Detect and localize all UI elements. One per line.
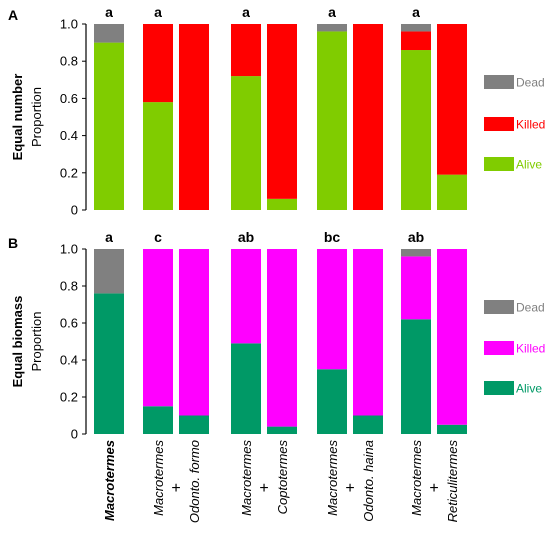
bar-segment-killed: [231, 24, 261, 77]
bar-segment-killed: [143, 24, 173, 103]
bar-segment-killed: [179, 249, 209, 416]
y-tick-label: 0.4: [60, 353, 78, 368]
x-category-label: Macrotermes: [239, 440, 254, 516]
legend-swatch-killed: [484, 117, 514, 131]
bar-segment-alive: [317, 369, 347, 434]
legend-label-killed: Killed: [516, 118, 545, 132]
bar-segment-killed: [401, 31, 431, 51]
y-tick-label: 1.0: [60, 17, 78, 32]
bar-segment-alive: [401, 319, 431, 434]
bar-segment-alive: [179, 415, 209, 434]
bar-segment-dead: [401, 24, 431, 32]
bar-segment-alive: [231, 76, 261, 210]
y-tick-label: 0.8: [60, 54, 78, 69]
bar-segment-killed: [353, 24, 383, 210]
y-tick-label: 0.4: [60, 128, 78, 143]
y-tick-label: 0.6: [60, 91, 78, 106]
bar-segment-alive: [437, 174, 467, 210]
bar-segment-killed: [231, 249, 261, 344]
bar-segment-alive: [94, 42, 124, 210]
x-category-label: Coptotermes: [275, 440, 290, 515]
legend-swatch-dead: [484, 75, 514, 89]
y-axis-label-a: Proportion: [29, 87, 44, 147]
bar-segment-alive: [267, 198, 297, 210]
y-tick-label: 0: [71, 427, 78, 442]
y-tick-label: 0.2: [60, 390, 78, 405]
legend-swatch-killed: [484, 341, 514, 355]
bar-segment-killed: [143, 249, 173, 407]
bar-segment-alive: [143, 102, 173, 210]
significance-letter: ab: [238, 229, 254, 245]
y-tick-label: 0.2: [60, 165, 78, 180]
bar-segment-alive: [143, 406, 173, 434]
legend-label-dead: Dead: [516, 301, 545, 315]
bar-segment-dead: [94, 249, 124, 294]
legend-swatch-dead: [484, 300, 514, 314]
bar-segment-killed: [401, 256, 431, 320]
y-tick-label: 1.0: [60, 242, 78, 257]
x-category-label: Odonto. haina: [361, 440, 376, 522]
bar-segment-alive: [401, 50, 431, 210]
bar-segment-killed: [267, 249, 297, 427]
x-category-label: Macrotermes: [151, 440, 166, 516]
x-category-label: Reticulitermes: [445, 440, 460, 523]
significance-letter: a: [328, 4, 336, 20]
panel-label-a: A: [8, 7, 18, 23]
plus-sign: +: [259, 480, 268, 497]
legend-label-dead: Dead: [516, 76, 545, 90]
x-category-label: Macrotermes: [102, 440, 117, 521]
y-tick-label: 0.8: [60, 279, 78, 294]
bar-segment-dead: [401, 249, 431, 257]
bar-segment-killed: [437, 24, 467, 175]
bar-segment-killed: [267, 24, 297, 199]
x-category-label: Odonto. formo: [187, 440, 202, 523]
significance-letter: ab: [408, 229, 424, 245]
bar-segment-killed: [437, 249, 467, 425]
bar-segment-dead: [94, 24, 124, 43]
x-category-label: Macrotermes: [409, 440, 424, 516]
plus-sign: +: [171, 480, 180, 497]
plus-sign: +: [429, 480, 438, 497]
significance-letter: a: [412, 4, 420, 20]
legend-label-alive: Alive: [516, 382, 542, 396]
bar-segment-alive: [317, 31, 347, 210]
panel-label-b: B: [8, 235, 18, 251]
y-axis-title-a: Equal number: [10, 74, 25, 161]
bar-segment-killed: [179, 24, 209, 210]
significance-letter: a: [242, 4, 250, 20]
significance-letter: c: [154, 229, 162, 245]
legend-swatch-alive: [484, 157, 514, 171]
plus-sign: +: [345, 480, 354, 497]
y-tick-label: 0.6: [60, 316, 78, 331]
significance-letter: bc: [324, 229, 341, 245]
bar-segment-dead: [317, 24, 347, 32]
bar-segment-alive: [267, 426, 297, 434]
bar-segment-killed: [317, 249, 347, 370]
y-axis-title-b: Equal biomass: [10, 296, 25, 388]
significance-letter: a: [105, 229, 113, 245]
legend-label-killed: Killed: [516, 342, 545, 356]
bar-segment-alive: [437, 424, 467, 434]
y-axis-label-b: Proportion: [29, 312, 44, 372]
bar-segment-alive: [353, 415, 383, 434]
significance-letter: a: [154, 4, 162, 20]
legend-swatch-alive: [484, 381, 514, 395]
y-tick-label: 0: [71, 203, 78, 218]
legend-label-alive: Alive: [516, 158, 542, 172]
bar-segment-alive: [94, 293, 124, 434]
bar-segment-alive: [231, 343, 261, 434]
significance-letter: a: [105, 4, 113, 20]
bar-segment-killed: [353, 249, 383, 416]
x-category-label: Macrotermes: [325, 440, 340, 516]
